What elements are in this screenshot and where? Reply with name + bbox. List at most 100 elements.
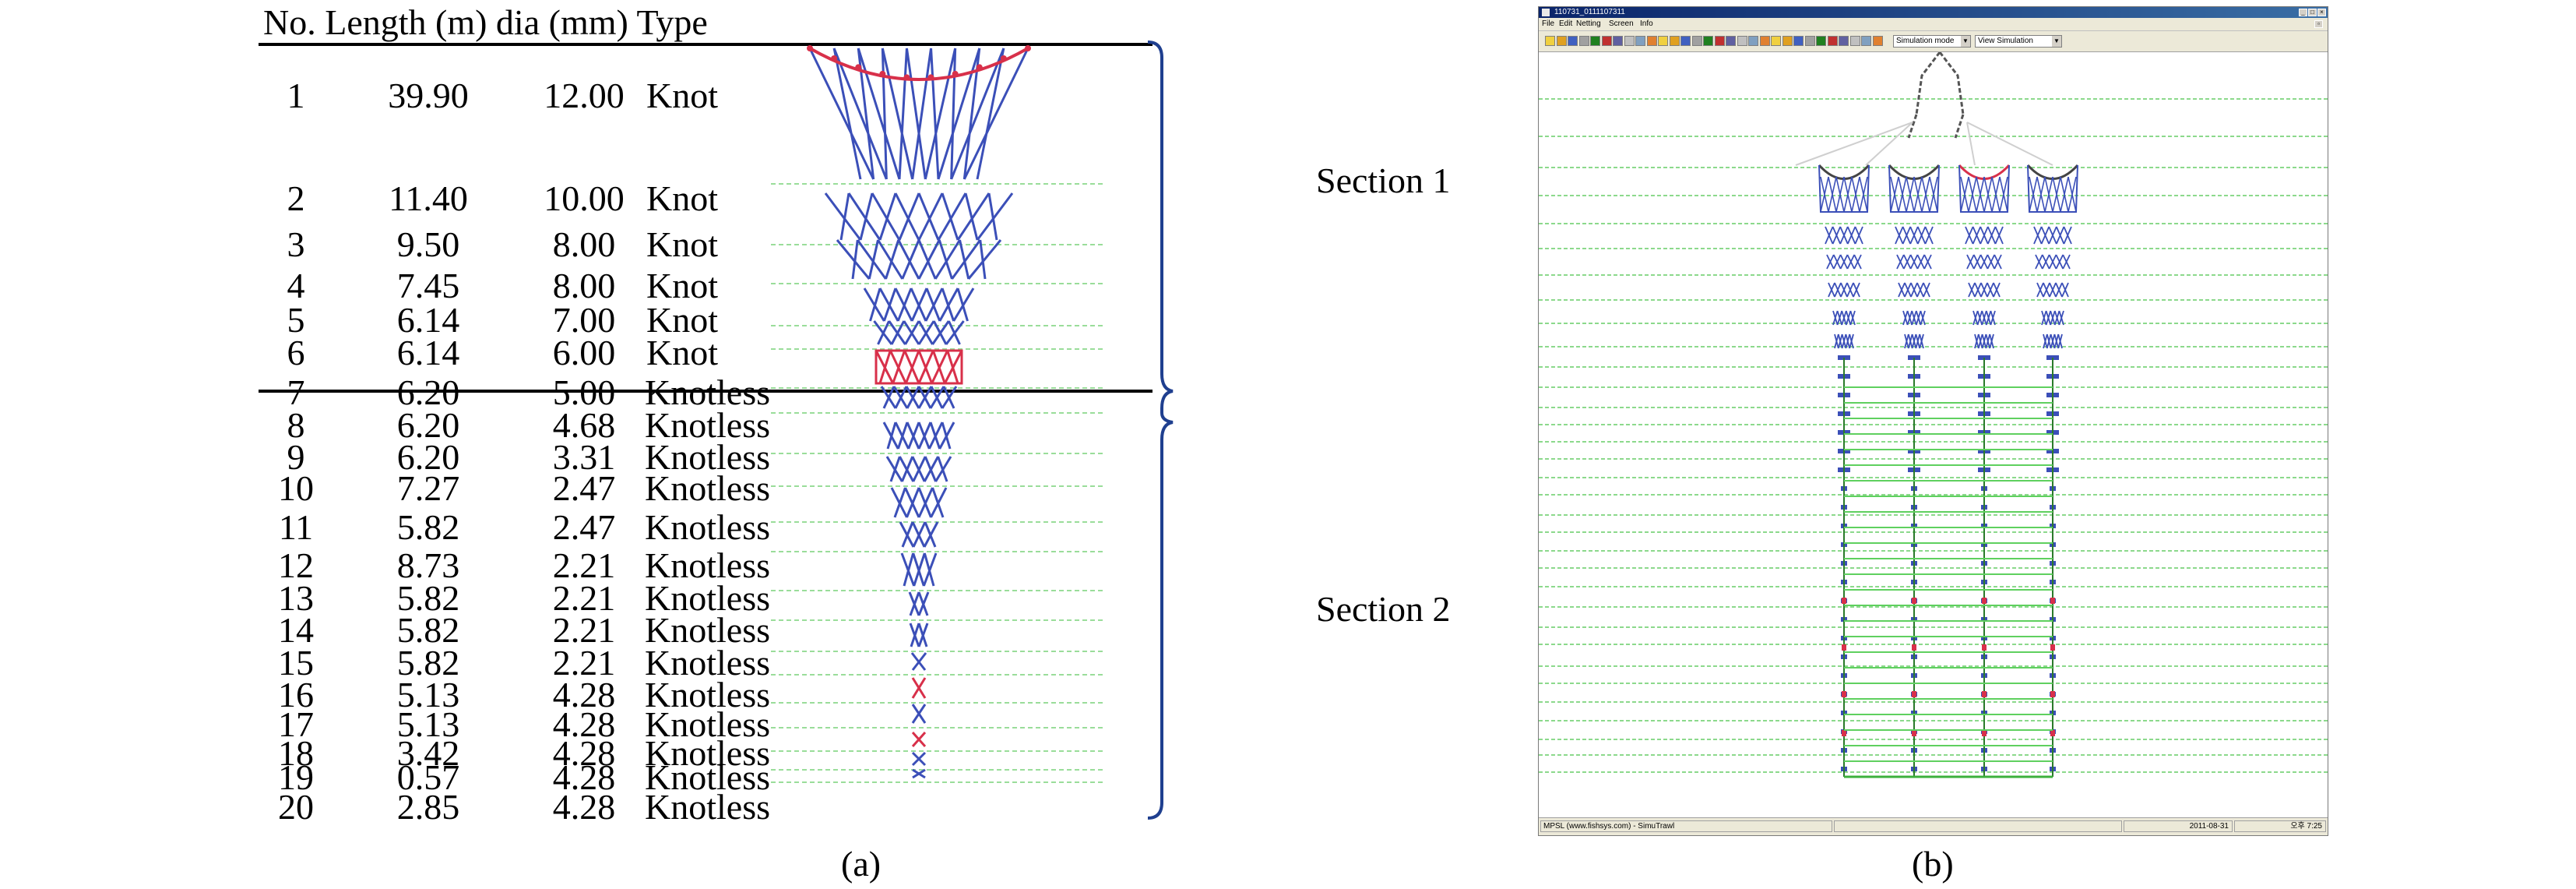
window-title: 110731_0111107311	[1554, 8, 1625, 16]
tool-bar: Simulation mode ▼ View Simulation ▼	[1539, 31, 2328, 52]
row-11-type: Knotless	[645, 506, 770, 547]
row-8-dia: 4.68	[552, 404, 616, 445]
row-16-type: Knotless	[645, 675, 770, 715]
row-6-length: 6.14	[396, 332, 460, 372]
net-panel-diagram	[771, 45, 1106, 783]
row-15-length: 5.82	[396, 642, 460, 683]
menu-bar: File Edit Netting Screen Info ▫	[1539, 18, 2328, 31]
row-18-type: Knotless	[645, 733, 770, 774]
row-11-no: 11	[278, 506, 314, 547]
panel-b-caption: (b)	[1912, 844, 1954, 884]
net-panel-8	[771, 422, 1106, 454]
row-14-dia: 2.21	[552, 610, 616, 651]
simulation-canvas[interactable]	[1539, 52, 2328, 818]
net-panel-6	[771, 349, 1106, 389]
row-3-length: 9.50	[396, 224, 460, 264]
net-panel-5	[771, 320, 1106, 350]
toolbar-button-icon[interactable]	[1849, 36, 1860, 46]
row-13-type: Knotless	[645, 577, 770, 618]
toolbar-button-icon[interactable]	[1714, 36, 1725, 46]
toolbar-button-icon[interactable]	[1680, 36, 1691, 46]
toolbar-button-icon[interactable]	[1793, 36, 1804, 46]
lower-brace	[1147, 412, 1174, 820]
row-17-length: 5.13	[396, 704, 460, 744]
row-2-dia: 10.00	[544, 178, 625, 219]
toolbar-button-icon[interactable]	[1624, 36, 1635, 46]
close-icon[interactable]: ×	[2317, 9, 2326, 16]
menu-info[interactable]: Info	[1640, 19, 1653, 28]
toolbar-button-icon[interactable]	[1737, 36, 1747, 46]
row-10-type: Knotless	[645, 467, 770, 508]
toolbar-button-icon[interactable]	[1827, 36, 1838, 46]
menu-edit[interactable]: Edit	[1559, 19, 1573, 28]
toolbar-button-icon[interactable]	[1568, 36, 1578, 46]
status-app: MPSL (www.fishsys.com) - SimuTrawl	[1540, 820, 1832, 832]
toolbar-button-icon[interactable]	[1839, 36, 1849, 46]
toolbar-button-icon[interactable]	[1771, 36, 1781, 46]
net-column-3	[1958, 164, 2011, 777]
row-19-length: 0.57	[396, 757, 460, 798]
toolbar-button-icon[interactable]	[1635, 36, 1645, 46]
table-header: No. Length (m) dia (mm) Type	[263, 2, 708, 42]
net-column-2	[1888, 164, 1941, 777]
toolbar-button-icon[interactable]	[1590, 36, 1600, 46]
section-1-label: Section 1	[1316, 161, 1451, 200]
net-panel-1	[771, 45, 1106, 185]
row-6-no: 6	[287, 332, 305, 372]
toolbar-button-icon[interactable]	[1669, 36, 1680, 46]
row-18-dia: 4.28	[552, 733, 616, 774]
toolbar-button-icon[interactable]	[1658, 36, 1668, 46]
toolbar-button-icon[interactable]	[1601, 36, 1612, 46]
toolbar-button-icon[interactable]	[1578, 36, 1589, 46]
net-panel-11	[771, 521, 1106, 552]
row-1-length: 39.90	[388, 75, 469, 115]
net-panel-16	[771, 677, 1106, 704]
table-top-rule	[259, 43, 1153, 46]
toolbar-button-icon[interactable]	[1726, 36, 1736, 46]
row-20-type: Knotless	[645, 786, 770, 827]
section-2-label: Section 2	[1316, 589, 1451, 629]
row-10-dia: 2.47	[552, 467, 616, 508]
row-15-type: Knotless	[645, 642, 770, 683]
menu-file[interactable]: File	[1542, 19, 1555, 28]
toolbar-button-icon[interactable]	[1703, 36, 1713, 46]
status-blank	[1834, 820, 2122, 832]
menu-screen[interactable]: Screen	[1609, 19, 1634, 28]
maximize-icon[interactable]: □	[2308, 9, 2317, 16]
toolbar-button-icon[interactable]	[1872, 36, 1883, 46]
toolbar-button-icon[interactable]	[1748, 36, 1758, 46]
view-select[interactable]: View Simulation ▼	[1975, 35, 2062, 48]
toolbar-button-icon[interactable]	[1782, 36, 1793, 46]
toolbar-button-icon[interactable]	[1556, 36, 1567, 46]
row-11-dia: 2.47	[552, 506, 616, 547]
net-panel-17	[771, 704, 1106, 728]
app-icon	[1542, 9, 1550, 16]
row-17-dia: 4.28	[552, 704, 616, 744]
net-panel-10	[771, 487, 1106, 523]
row-6-type: Knot	[646, 332, 718, 372]
toolbar-button-icon[interactable]	[1816, 36, 1826, 46]
row-15-no: 15	[278, 642, 314, 683]
row-8-no: 8	[287, 404, 305, 445]
toolbar-button-icon[interactable]	[1545, 36, 1555, 46]
toolbar-button-icon[interactable]	[1691, 36, 1702, 46]
row-20-no: 20	[278, 786, 314, 827]
toolbar-button-icon[interactable]	[1759, 36, 1770, 46]
row-2-length: 11.40	[389, 178, 468, 219]
mode-select[interactable]: Simulation mode ▼	[1893, 35, 1971, 48]
row-2-type: Knot	[646, 178, 718, 219]
toolbar-button-icon[interactable]	[1646, 36, 1657, 46]
menu-netting[interactable]: Netting	[1576, 19, 1601, 28]
row-12-no: 12	[278, 545, 314, 586]
toolbar-button-icon[interactable]	[1613, 36, 1623, 46]
row-9-no: 9	[287, 437, 305, 478]
toolbar-button-icon[interactable]	[1861, 36, 1871, 46]
minimize-icon[interactable]: _	[2299, 9, 2307, 16]
net-panel-14	[771, 623, 1106, 652]
row-17-type: Knotless	[645, 704, 770, 744]
toolbar-button-icon[interactable]	[1804, 36, 1815, 46]
restore-icon[interactable]: ▫	[2314, 20, 2323, 28]
section-divider-rule	[259, 390, 1153, 393]
panel-a: No. Length (m) dia (mm) Type 1 39.90 12.00…	[0, 0, 1215, 889]
row-8-length: 6.20	[396, 404, 460, 445]
